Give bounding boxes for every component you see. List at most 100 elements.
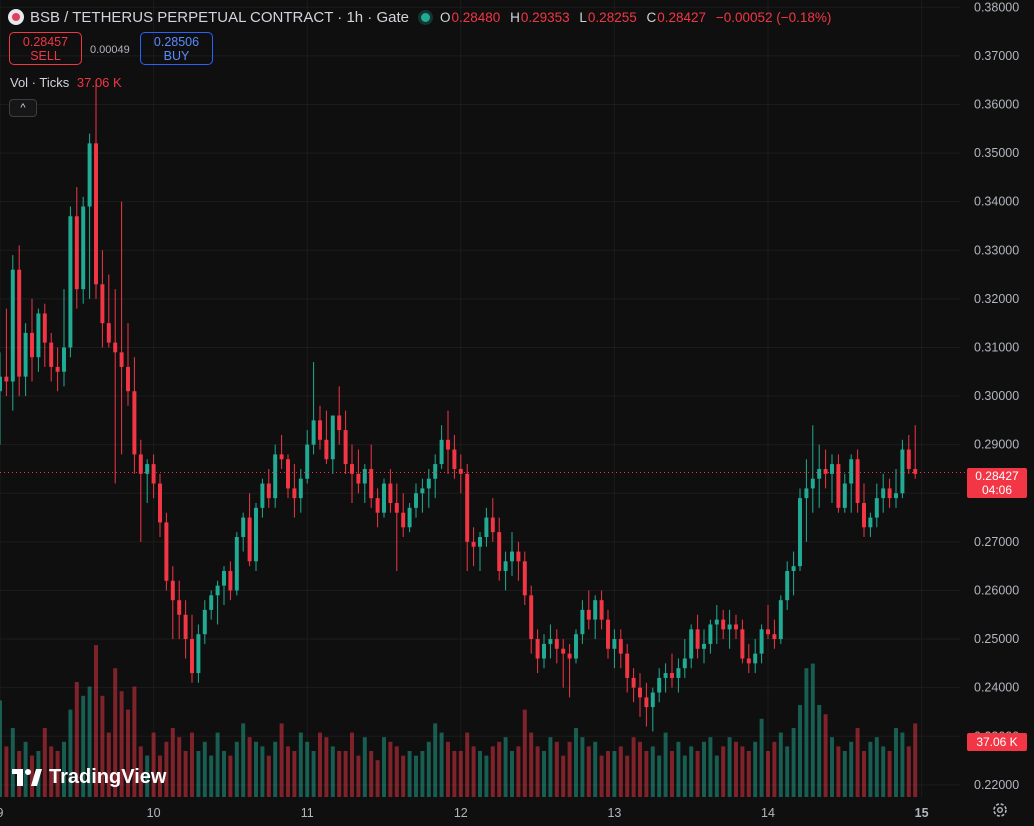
coin-icon: [8, 9, 24, 25]
volume-bar: [497, 741, 502, 797]
candle-body: [746, 658, 751, 664]
candle-body: [394, 502, 399, 513]
volume-bar: [714, 755, 719, 797]
volume-bar: [324, 737, 329, 797]
volume-bar: [266, 755, 271, 797]
volume-legend[interactable]: Vol · Ticks 37.06 K: [10, 75, 122, 90]
candle-body: [682, 658, 687, 669]
volume-bar: [740, 746, 745, 797]
volume-label: Vol · Ticks: [10, 75, 70, 90]
candle-body: [68, 216, 73, 348]
volume-bar: [798, 705, 802, 797]
candle-body: [785, 571, 790, 601]
candle-body: [516, 551, 521, 562]
candle-body: [484, 517, 489, 538]
candle-body: [388, 483, 393, 503]
candle-body: [727, 624, 732, 630]
volume-bar: [516, 746, 521, 797]
volume-bar: [273, 741, 278, 797]
volume-bar: [650, 746, 655, 797]
price-tick-label: 0.31000: [974, 340, 1019, 354]
candle-body: [74, 216, 79, 290]
tradingview-logo[interactable]: TradingView: [12, 766, 166, 789]
candle-body: [113, 342, 118, 353]
candle-body: [241, 517, 246, 538]
volume-bar: [484, 755, 489, 797]
candle-body: [759, 629, 764, 654]
volume-bar: [529, 732, 534, 797]
volume-bar: [689, 746, 694, 797]
volume-bar: [682, 755, 687, 797]
volume-bar: [254, 741, 258, 797]
volume-bar: [836, 746, 841, 797]
volume-bar: [190, 732, 194, 797]
volume-bar: [202, 741, 207, 797]
candle-body: [55, 366, 60, 372]
candle-body: [612, 639, 617, 649]
candle-body: [433, 464, 438, 479]
candle-body: [452, 449, 457, 469]
time-tick-label: 13: [607, 806, 621, 820]
volume-bar: [618, 746, 623, 797]
candle-body: [586, 609, 591, 620]
volume-bar: [318, 732, 322, 797]
volume-bar: [791, 728, 796, 797]
collapse-legend-button[interactable]: ^: [9, 99, 37, 117]
settings-gear-icon[interactable]: [990, 800, 1010, 820]
volume-bar: [100, 695, 105, 797]
candle-body: [522, 561, 527, 596]
candle-body: [87, 143, 92, 207]
candle-body: [490, 517, 495, 533]
volume-bar: [734, 741, 738, 797]
volume-bar: [241, 723, 246, 797]
volume-bar: [132, 686, 137, 797]
sell-button[interactable]: 0.28457 SELL: [9, 32, 82, 65]
symbol-title[interactable]: BSB / TETHERUS PERPETUAL CONTRACT · 1h ·…: [30, 8, 409, 26]
volume-bar: [87, 686, 92, 797]
volume-bar: [234, 741, 239, 797]
volume-bar: [785, 746, 790, 797]
candle-body: [695, 629, 700, 649]
candle-body: [868, 517, 873, 528]
tradingview-logo-text: TradingView: [49, 766, 167, 788]
candle-body: [817, 468, 822, 479]
candle-body: [0, 376, 2, 392]
candle-body: [574, 634, 578, 659]
candle-body: [420, 488, 425, 494]
spread-value: 0.00049: [90, 44, 130, 56]
candle-body: [414, 493, 418, 508]
price-tick-label: 0.29000: [974, 438, 1019, 452]
candle-body: [247, 517, 252, 562]
volume-bar: [586, 746, 591, 797]
volume-bar: [542, 751, 546, 797]
time-tick-label: 14: [761, 806, 775, 820]
volume-bar: [548, 737, 553, 797]
volume-bar: [868, 741, 873, 797]
candle-body: [138, 454, 143, 474]
volume-bar: [196, 751, 201, 797]
volume-bar: [94, 645, 98, 797]
candle-body: [337, 415, 342, 431]
volume-bar: [209, 755, 214, 797]
price-tick-label: 0.22000: [974, 778, 1019, 792]
candle-body: [222, 571, 226, 586]
chart-header: BSB / TETHERUS PERPETUAL CONTRACT · 1h ·…: [8, 7, 837, 27]
volume-bar: [759, 718, 764, 797]
candle-body: [631, 677, 636, 688]
volume-bar: [337, 751, 342, 797]
candle-body: [778, 600, 783, 640]
volume-bar: [663, 732, 668, 797]
volume-bar: [670, 751, 674, 797]
price-tick-label: 0.30000: [974, 389, 1019, 403]
volume-bar: [478, 751, 482, 797]
volume-bar: [81, 695, 86, 797]
candle-body: [721, 619, 726, 630]
candle-body: [311, 420, 316, 445]
candle-body: [676, 668, 681, 678]
buy-button[interactable]: 0.28506 BUY: [140, 32, 213, 65]
candle-body: [497, 532, 502, 572]
volume-bar: [817, 705, 822, 797]
tradingview-logo-icon: [12, 769, 42, 786]
candle-body: [183, 614, 188, 640]
